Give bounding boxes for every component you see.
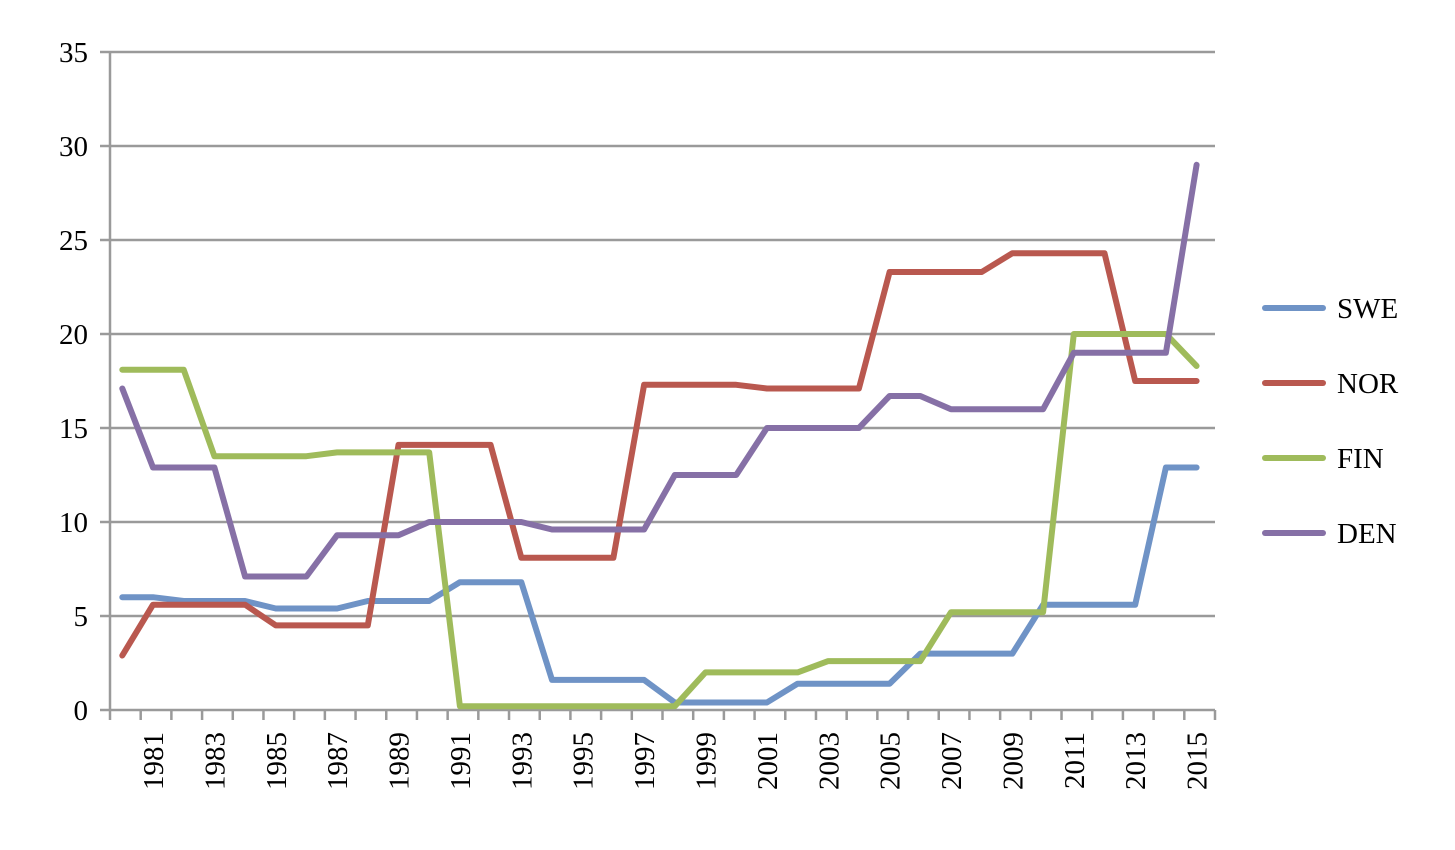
x-axis-ticks: 1981 1983 1985 1987 1989 1991 1993 1995 1997 1999… [108, 710, 1217, 790]
x-tick-label: 2013 [1120, 732, 1152, 790]
legend-label-den: DEN [1337, 518, 1397, 550]
series-line-fin [119, 331, 1200, 710]
x-tick-label: 1991 [445, 732, 477, 790]
y-tick-label: 20 [59, 319, 88, 351]
x-tick-label: 1981 [138, 732, 170, 790]
x-tick-label: 2007 [936, 732, 968, 790]
x-tick-label: 2003 [813, 732, 845, 790]
y-axis-ticks: 0 5 10 15 20 25 30 35 [59, 37, 110, 727]
y-tick-label: 10 [59, 507, 88, 539]
series-line-den [119, 161, 1200, 580]
gridlines [110, 50, 1215, 618]
x-tick-label: 2009 [997, 732, 1029, 790]
x-tick-label: 1995 [568, 732, 600, 790]
x-tick-label: 1993 [506, 732, 538, 790]
y-tick-label: 35 [59, 37, 88, 69]
x-tick-label: 1999 [690, 732, 722, 790]
x-tick-label: 2001 [752, 732, 784, 790]
x-tick-label: 1987 [322, 732, 354, 790]
x-tick-label: 1983 [199, 732, 231, 790]
legend-label-fin: FIN [1337, 443, 1384, 475]
y-tick-label: 15 [59, 413, 88, 445]
y-tick-label: 30 [59, 131, 88, 163]
x-tick-label: 1997 [629, 732, 661, 790]
legend-label-swe: SWE [1337, 293, 1398, 325]
y-tick-label: 0 [74, 695, 89, 727]
x-tick-label: 1985 [261, 732, 293, 790]
x-tick-label: 2015 [1182, 732, 1214, 790]
legend: SWE NOR FIN DEN [1262, 293, 1399, 550]
y-tick-label: 5 [74, 601, 89, 633]
series-lines [119, 161, 1200, 710]
x-tick-label: 2011 [1059, 732, 1091, 789]
y-tick-label: 25 [59, 225, 88, 257]
x-tick-label: 2005 [875, 732, 907, 790]
x-tick-label: 1989 [384, 732, 416, 790]
legend-label-nor: NOR [1337, 368, 1399, 400]
series-line-nor [119, 250, 1200, 659]
series-line-swe [119, 464, 1200, 706]
